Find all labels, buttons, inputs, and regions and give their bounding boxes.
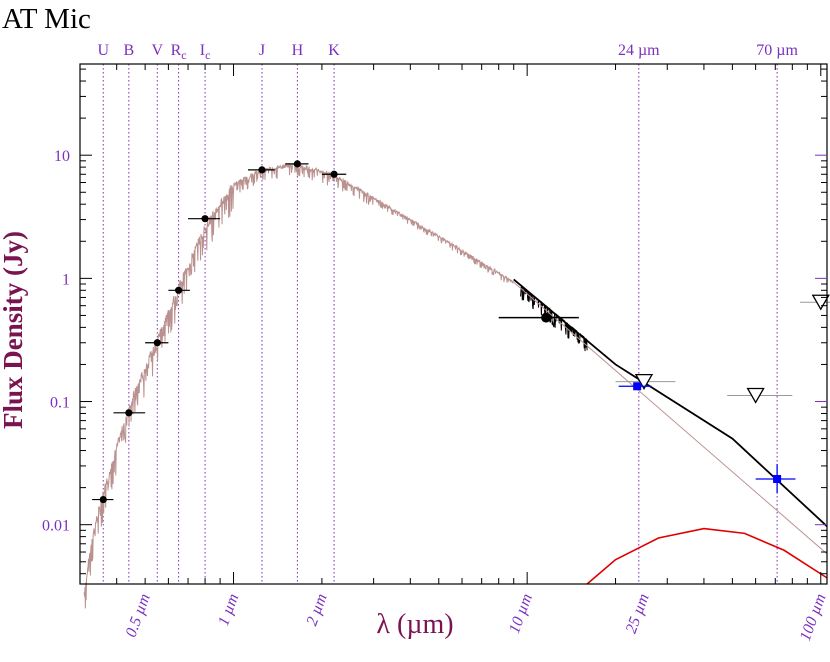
y-axis-ticks <box>80 68 827 575</box>
photometry-point <box>330 170 338 178</box>
band-label: J <box>259 42 265 59</box>
plot-frame <box>79 63 828 585</box>
photometry-point <box>99 495 107 504</box>
model-total-line <box>513 278 828 527</box>
x-tick-label: 100 µm <box>797 592 830 644</box>
y-tick-labels: 0.01 0.1 1 10 <box>42 148 70 535</box>
photometry-point <box>174 286 183 294</box>
upper-limit-triangle <box>811 294 830 311</box>
y-tick-label: 0.1 <box>50 395 70 412</box>
band-label: Rc <box>171 42 187 62</box>
x-tick-label: 10 µm <box>506 592 536 636</box>
upper-limit-triangle <box>746 387 765 404</box>
band-label: B <box>124 42 135 59</box>
x-axis-label: λ (µm) <box>376 609 453 640</box>
photosphere-spectrum-line <box>83 162 515 609</box>
disk-blackbody-line <box>586 527 828 585</box>
x-tick-label: 25 µm <box>623 592 653 636</box>
band-label: V <box>152 42 164 59</box>
band-lines <box>102 64 778 584</box>
y-tick-label: 10 <box>54 148 70 165</box>
x-tick-labels: 0.5 µm 1 µm 2 µm 10 µm 25 µm 100 µm <box>123 592 830 644</box>
photometry-point <box>293 160 301 168</box>
band-label: K <box>328 42 340 59</box>
upper-limit-triangle <box>634 374 654 390</box>
photosphere-spectrum <box>83 162 588 609</box>
x-tick-label: 0.5 µm <box>123 592 154 640</box>
chart-title: AT Mic <box>2 3 91 35</box>
irs-spectrum-line <box>520 284 588 352</box>
mips-point <box>773 474 782 483</box>
y-axis-label: Flux Density (Jy) <box>0 231 28 429</box>
photometry-point <box>258 166 266 174</box>
mips-point <box>633 382 642 391</box>
photosphere-extrapolation-line <box>513 281 828 555</box>
x-tick-label: 2 µm <box>303 592 330 629</box>
band-label: 70 µm <box>756 42 798 59</box>
band-label: H <box>292 42 304 59</box>
photometry-point <box>153 339 161 347</box>
photometry-point <box>125 409 133 417</box>
band-label: 24 µm <box>618 42 660 59</box>
x-tick-label: 1 µm <box>215 592 242 629</box>
y-tick-label: 1 <box>62 271 70 288</box>
iras-point <box>541 312 552 323</box>
band-label: U <box>97 42 109 59</box>
x-axis-ticks <box>79 64 822 584</box>
photometry-point <box>201 215 209 223</box>
band-label: Ic <box>200 42 211 62</box>
y-tick-label: 0.01 <box>42 518 70 535</box>
data-points <box>92 160 830 504</box>
band-labels: U B V Rc Ic J H K 24 µm 70 µm <box>97 42 798 62</box>
